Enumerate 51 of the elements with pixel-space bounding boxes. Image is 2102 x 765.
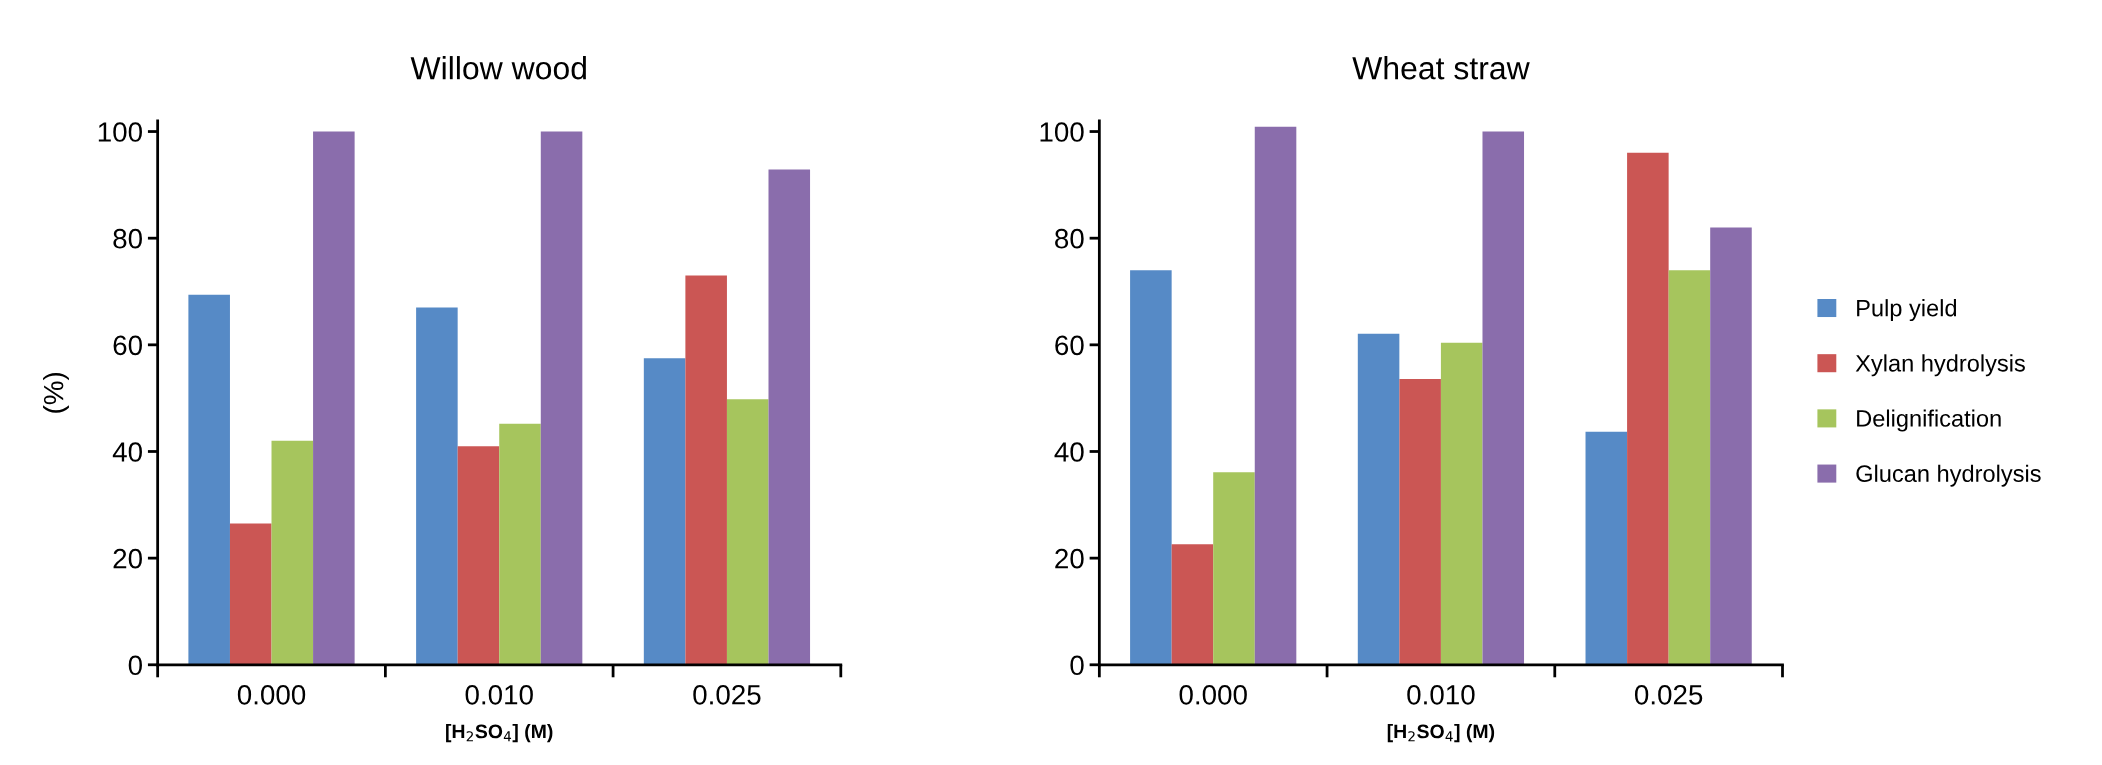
bar	[685, 275, 727, 665]
y-axis-title: (%)	[43, 372, 69, 413]
y-tick-label: 40	[1054, 442, 1084, 462]
chart-title: Wheat straw	[1352, 56, 1530, 80]
y-tick-label: 80	[113, 228, 142, 249]
x-tick-label: 0.025	[1634, 684, 1703, 705]
legend-label: Glucan hydrolysis	[1856, 464, 2041, 487]
bar	[1585, 431, 1628, 665]
bar	[313, 131, 355, 665]
x-tick-label: 0.010	[465, 684, 533, 705]
bar	[416, 307, 458, 665]
y-tick-label: 60	[113, 335, 142, 356]
bar	[726, 399, 769, 665]
bar	[1254, 126, 1297, 665]
bar	[540, 131, 583, 665]
x-axis-title: [H$_{2}$SO$_{4}$] (M)	[1387, 724, 1495, 743]
bar	[1171, 544, 1214, 665]
bar	[1710, 227, 1752, 665]
bar	[1440, 342, 1483, 665]
bar	[1357, 333, 1400, 665]
bar	[1627, 152, 1669, 665]
x-tick-label: 0.010	[1407, 684, 1475, 705]
bar	[643, 358, 686, 665]
y-tick-label: 20	[1055, 548, 1084, 569]
y-tick-label: 0	[1070, 655, 1084, 676]
x-tick-label: 0.025	[693, 684, 761, 705]
chart-title: Willow wood	[410, 56, 586, 80]
bar	[229, 523, 272, 665]
bar	[1399, 378, 1441, 665]
y-tick-label: 60	[1055, 335, 1084, 356]
x-tick-label: 0.000	[237, 684, 306, 705]
bar	[1130, 270, 1172, 665]
y-tick-label: 40	[112, 442, 142, 462]
bar	[1668, 270, 1711, 665]
x-tick-label: 0.000	[1179, 684, 1247, 705]
legend-label: Xylan hydrolysis	[1855, 354, 2025, 377]
y-tick-label: 100	[1040, 122, 1084, 142]
legend-label: Pulp yield	[1857, 299, 1957, 322]
y-tick-label: 20	[113, 548, 142, 569]
bar	[1213, 472, 1255, 665]
y-tick-label: 80	[1055, 228, 1084, 249]
legend-label: Delignification	[1857, 409, 2001, 432]
bar	[188, 294, 230, 665]
bar	[1482, 131, 1525, 665]
bar	[499, 423, 541, 665]
bar	[271, 440, 314, 665]
bar	[768, 169, 811, 665]
y-tick-label: 100	[98, 122, 142, 142]
y-tick-label: 0	[128, 655, 142, 676]
bar	[457, 446, 500, 665]
x-axis-title: [H$_{2}$SO$_{4}$] (M)	[446, 724, 553, 743]
